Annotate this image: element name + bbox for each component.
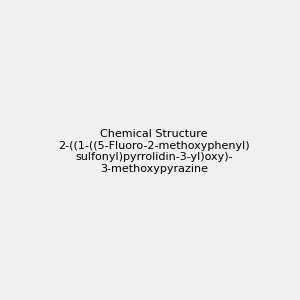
- Text: Chemical Structure
2-((1-((5-Fluoro-2-methoxyphenyl)
sulfonyl)pyrrolidin-3-yl)ox: Chemical Structure 2-((1-((5-Fluoro-2-me…: [58, 129, 250, 174]
